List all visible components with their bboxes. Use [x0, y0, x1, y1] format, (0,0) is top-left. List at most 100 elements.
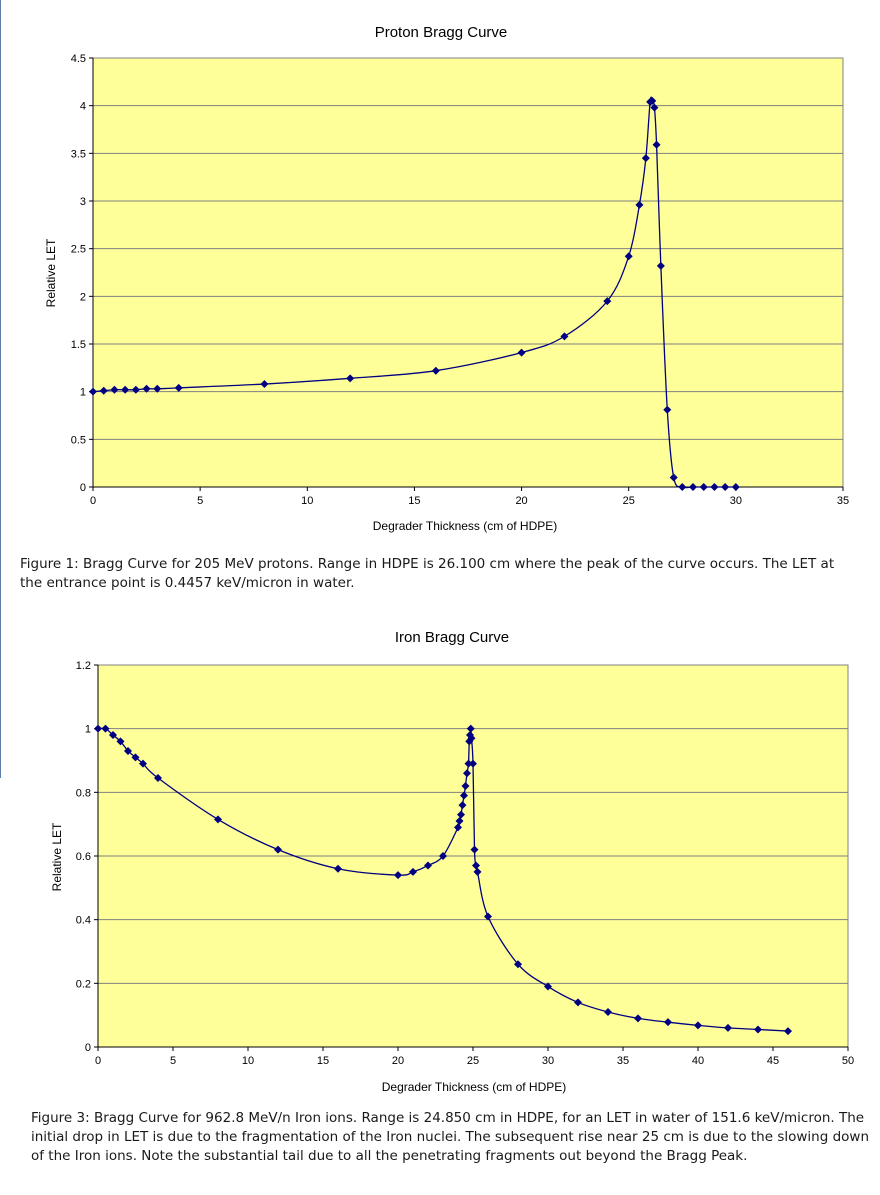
data-point-marker	[694, 1021, 702, 1030]
data-point-marker	[604, 1007, 612, 1016]
x-tick-label: 25	[467, 1055, 479, 1067]
data-point-marker	[467, 734, 476, 743]
y-tick-label: 2.5	[71, 244, 86, 256]
data-point-marker	[109, 731, 117, 740]
data-point-marker	[650, 103, 659, 112]
data-point-marker	[669, 473, 678, 482]
x-tick-label: 35	[617, 1055, 629, 1067]
y-tick-label: 1	[85, 724, 91, 736]
chart-title: Proton Bragg Curve	[375, 24, 508, 41]
data-point-marker	[721, 483, 730, 491]
data-point-marker	[648, 96, 657, 105]
data-point-marker	[131, 385, 140, 394]
data-point-marker	[174, 383, 183, 392]
left-border-rule	[0, 0, 1, 778]
y-tick-label: 0	[85, 1042, 91, 1054]
data-point-marker	[121, 385, 130, 394]
data-point-marker	[574, 998, 582, 1007]
figure-1-caption: Figure 1: Bragg Curve for 205 MeV proton…	[20, 556, 835, 591]
x-axis-label: Degrader Thickness (cm of HDPE)	[373, 519, 558, 533]
y-tick-label: 0.8	[76, 787, 91, 799]
data-point-marker	[154, 774, 162, 783]
data-point-marker	[458, 801, 467, 810]
data-point-marker	[469, 759, 477, 768]
data-point-marker	[142, 384, 151, 393]
data-point-marker	[153, 384, 162, 393]
data-point-marker	[473, 867, 482, 876]
data-point-marker	[110, 385, 119, 394]
x-tick-label: 20	[392, 1055, 404, 1067]
data-point-marker	[624, 252, 633, 261]
data-point-marker	[124, 746, 132, 755]
y-tick-label: 0	[80, 482, 86, 494]
data-point-marker	[260, 380, 269, 389]
x-tick-label: 35	[837, 495, 849, 507]
data-point-marker	[99, 386, 108, 395]
data-point-marker	[101, 724, 110, 733]
x-tick-label: 50	[842, 1055, 854, 1067]
x-tick-label: 30	[542, 1055, 554, 1067]
x-tick-label: 0	[95, 1055, 101, 1067]
x-tick-label: 0	[90, 495, 96, 507]
plot-area	[92, 57, 844, 488]
x-tick-label: 15	[408, 495, 420, 507]
x-tick-label: 30	[730, 495, 742, 507]
data-point-marker	[652, 140, 661, 149]
data-point-marker	[472, 861, 480, 870]
data-point-marker	[710, 483, 719, 491]
data-point-marker	[560, 332, 569, 341]
data-point-marker	[463, 769, 471, 778]
data-point-marker	[274, 845, 282, 854]
data-point-marker	[455, 816, 464, 825]
y-tick-label: 0.4	[76, 915, 91, 927]
data-point-marker	[663, 405, 672, 414]
data-point-marker	[461, 781, 470, 790]
chart-svg: 0 0.2 0.4 0.6 0.8 1 1.2 0 5 10 15 20 25 30 35 40 45 50 Iro…	[50, 629, 854, 1094]
data-point-marker	[699, 483, 708, 491]
data-point-marker	[544, 982, 552, 991]
x-tick-label: 40	[692, 1055, 704, 1067]
y-tick-label: 3.5	[71, 148, 86, 160]
data-point-marker	[464, 759, 473, 768]
x-tick-label: 15	[317, 1055, 329, 1067]
data-point-marker	[394, 871, 402, 880]
chart-title: Iron Bragg Curve	[395, 629, 509, 646]
y-tick-label: 0.6	[76, 851, 91, 863]
data-point-marker	[346, 374, 355, 383]
data-point-marker	[634, 1014, 642, 1023]
data-point-marker	[457, 810, 465, 819]
data-point-marker	[431, 366, 440, 375]
figure-3-caption: Figure 3: Bragg Curve for 962.8 MeV/n Ir…	[31, 1110, 870, 1164]
data-point-marker	[460, 791, 468, 800]
data-point-marker	[94, 724, 102, 733]
data-point-marker	[731, 483, 740, 491]
proton-bragg-chart: 0 0.5 1 1.5 2 2.5 3 3.5 4 4.5 0 5 10 15 20 25 30 35 Proton…	[5, 5, 865, 545]
data-point-marker	[678, 483, 687, 491]
data-point-marker	[334, 864, 342, 873]
data-point-marker	[466, 724, 475, 733]
data-point-marker	[514, 960, 522, 969]
y-tick-label: 4	[80, 101, 86, 113]
data-point-marker	[724, 1023, 732, 1032]
data-point-marker	[139, 759, 147, 768]
data-point-marker	[409, 867, 417, 876]
data-point-marker	[689, 483, 697, 491]
data-point-marker	[89, 387, 97, 396]
y-tick-label: 3	[80, 196, 86, 208]
data-point-marker	[664, 1018, 672, 1027]
data-point-marker	[784, 1027, 792, 1036]
data-point-marker	[470, 845, 479, 854]
x-tick-label: 5	[170, 1055, 176, 1067]
x-axis-label: Degrader Thickness (cm of HDPE)	[382, 1080, 567, 1094]
x-tick-label: 10	[301, 495, 313, 507]
data-point-marker	[484, 912, 492, 921]
data-point-marker	[424, 861, 432, 870]
y-tick-label: 4.5	[71, 53, 86, 65]
data-point-marker	[116, 737, 125, 746]
y-tick-label: 1.2	[76, 660, 91, 672]
x-tick-label: 10	[242, 1055, 254, 1067]
data-point-marker	[635, 200, 644, 209]
data-point-marker	[656, 261, 665, 270]
y-tick-label: 2	[80, 291, 86, 303]
data-point-marker	[641, 154, 650, 163]
